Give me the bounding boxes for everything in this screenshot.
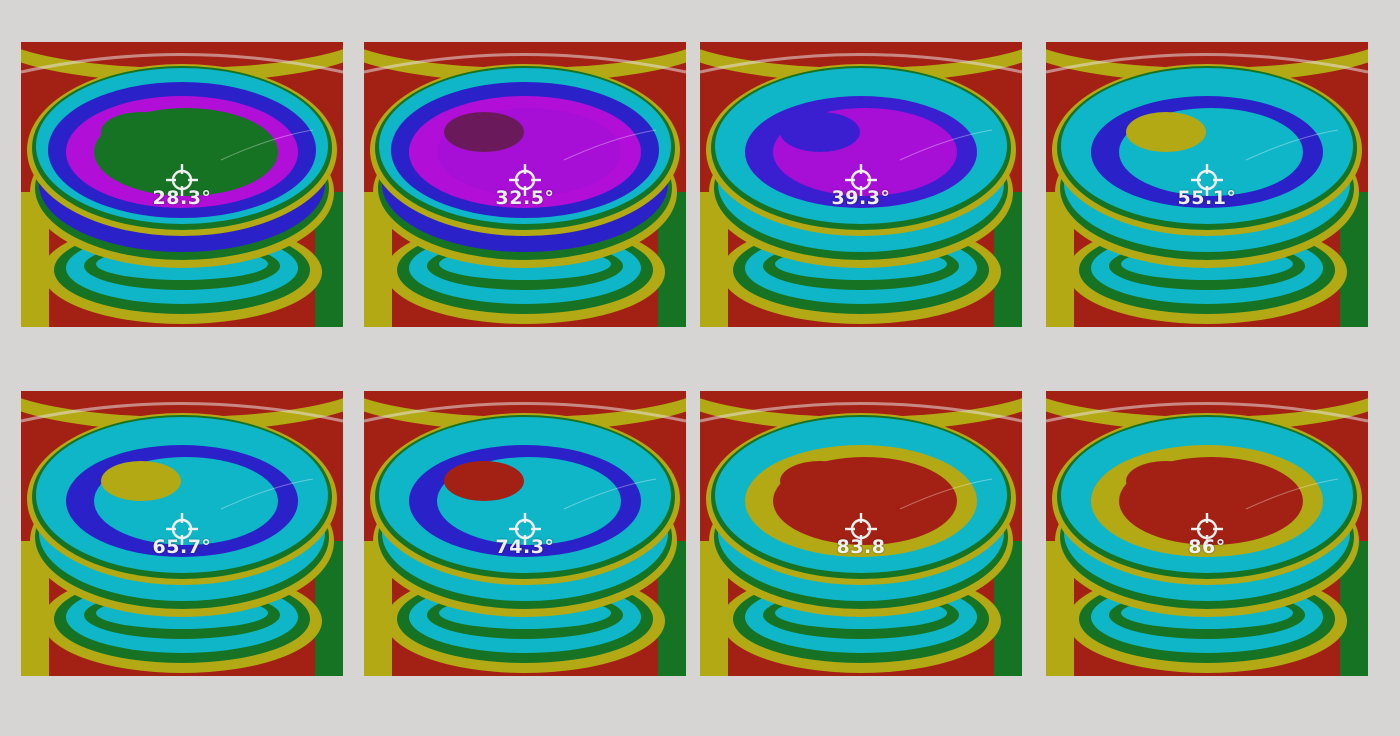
thermal-panel: 39.3° (700, 42, 1022, 327)
temperature-reading: 55.1° (1177, 187, 1237, 209)
crosshair-icon (166, 164, 198, 196)
thermal-image (1046, 42, 1368, 327)
thermal-panel: 83.8 (700, 391, 1022, 676)
temperature-reading: 65.7° (152, 536, 212, 558)
thermal-panel: 65.7° (21, 391, 343, 676)
thermal-image (364, 391, 686, 676)
thermal-image (21, 391, 343, 676)
thermal-panel: 55.1° (1046, 42, 1368, 327)
temperature-reading: 74.3° (495, 536, 555, 558)
temperature-reading: 32.5° (495, 187, 555, 209)
temperature-reading: 86° (1188, 536, 1226, 558)
crosshair-icon (845, 513, 877, 545)
thermal-image (364, 42, 686, 327)
temperature-reading: 28.3° (152, 187, 212, 209)
thermal-panel: 86° (1046, 391, 1368, 676)
thermal-image (21, 42, 343, 327)
crosshair-icon (166, 513, 198, 545)
crosshair-icon (509, 164, 541, 196)
thermal-image (1046, 391, 1368, 676)
crosshair-icon (1191, 513, 1223, 545)
thermal-panel: 32.5° (364, 42, 686, 327)
thermal-panel: 28.3° (21, 42, 343, 327)
crosshair-icon (845, 164, 877, 196)
temperature-reading: 83.8 (836, 536, 886, 558)
temperature-reading: 39.3° (831, 187, 891, 209)
crosshair-icon (509, 513, 541, 545)
thermal-panel: 74.3° (364, 391, 686, 676)
crosshair-icon (1191, 164, 1223, 196)
